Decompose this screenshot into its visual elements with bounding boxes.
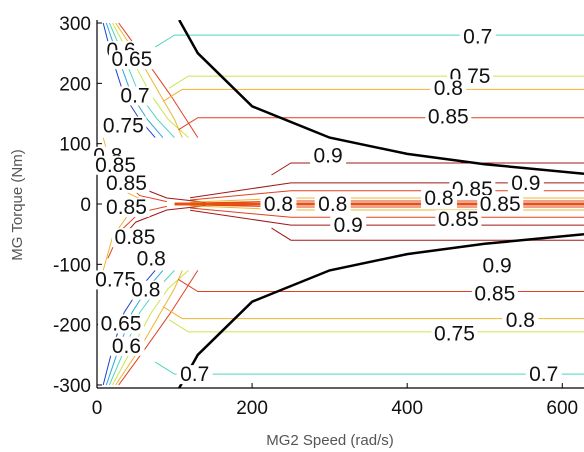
contour-label-bg — [435, 210, 482, 230]
contour-label: 0.8 — [424, 187, 453, 210]
x-tick-label: 200 — [236, 398, 268, 419]
contour-label-bg — [507, 173, 544, 193]
contour-label-bg — [471, 284, 518, 304]
contour-label-bg — [100, 116, 147, 136]
contour-label: 0.65 — [101, 312, 142, 335]
contour-label: 0.9 — [511, 172, 540, 195]
contour-label-bg — [420, 188, 457, 208]
x-axis-label: MG2 Speed (rad/s) — [266, 432, 394, 449]
contour-label: 0.8 — [264, 193, 293, 216]
contour-line-0-7 — [154, 361, 584, 375]
contour-label-bg — [425, 107, 472, 127]
contour-line-0-85 — [118, 270, 199, 386]
contour-label: 0.7 — [120, 84, 149, 107]
contour-label: 0.85 — [115, 226, 156, 249]
contour-line-0-85 — [190, 207, 584, 218]
y-tick-label: -300 — [53, 376, 91, 397]
contour-label: 0.85 — [480, 193, 521, 216]
contour-line-0-9 — [271, 162, 584, 176]
contour-label: 0.85 — [428, 106, 469, 129]
contour-label-bg — [430, 79, 467, 99]
contour-label-bg — [103, 198, 150, 218]
contour-labels: 0.70.750.80.850.90.85 0.90.8 0.8 0.8 0.850.9… — [89, 25, 562, 386]
contour-line-0-85 — [178, 278, 584, 292]
contour-label: 0.9 — [334, 214, 363, 237]
contour-label-bg — [98, 314, 145, 334]
contour-line-0-9 — [271, 227, 584, 241]
contour-label: 0.85 — [95, 154, 136, 177]
contour-label: 0.8 — [506, 309, 535, 332]
contour-label-bg — [310, 146, 347, 166]
contour-label: 0.75 — [103, 115, 144, 138]
x-tick-label: 400 — [391, 398, 423, 419]
contour-label-bg — [92, 155, 139, 175]
contour-label: 0.75 — [95, 268, 136, 291]
x-tick-label: 600 — [546, 398, 578, 419]
contour-label-bg — [330, 216, 367, 236]
contour-label: 0.85 — [106, 196, 147, 219]
y-tick-label: 300 — [59, 14, 91, 35]
contour-label: 0.8 — [434, 77, 463, 100]
contour-line-0-9 — [190, 209, 584, 226]
contour-line-0-75 — [112, 270, 189, 386]
contour-label: 0.8 — [137, 247, 166, 270]
max-torque-envelope-upper — [178, 20, 584, 176]
contour-line-0-8 — [115, 270, 183, 386]
contour-label: 0.7 — [529, 363, 558, 386]
contour-label: 0.85 — [474, 282, 515, 305]
contour-label: 0.7 — [180, 363, 209, 386]
contour-label-bg — [176, 365, 213, 385]
contour-label-bg — [103, 173, 150, 193]
contour-label: 0.85 — [106, 172, 147, 195]
contour-label-bg — [525, 365, 562, 385]
contour-label-bg — [479, 256, 516, 276]
contour-label: 0.6 — [112, 335, 141, 358]
contour-label-bg — [116, 86, 153, 106]
contour-label: 0.9 — [313, 145, 342, 168]
contour-label-bg — [459, 27, 496, 47]
contour-label-bg — [108, 50, 155, 70]
contour-label-bg — [127, 280, 164, 300]
contour-label-bg — [133, 249, 170, 269]
y-axis-label: MG Torque (Nm) — [9, 149, 26, 260]
y-tick-label: 200 — [59, 74, 91, 95]
contour-label: 0.85 — [438, 208, 479, 231]
y-tick-label: 100 — [59, 135, 91, 156]
contour-label: 0.7 — [463, 25, 492, 48]
x-tick-label: 0 — [92, 398, 103, 419]
contour-label-bg — [111, 228, 158, 248]
contour-label: 0.9 — [483, 255, 512, 278]
y-tick-label: -100 — [53, 255, 91, 276]
axis-ticks: 0 200 400 600 300 200 100 0 -100 -200 -300 — [53, 14, 578, 419]
contour-label-bg — [449, 179, 496, 199]
contour-label-bg — [108, 336, 145, 356]
contour-label: 0.75 — [434, 323, 475, 346]
contour-label-bg — [477, 195, 524, 214]
contour-label: 0.8 — [131, 279, 160, 302]
contour-label: 0.8 — [318, 193, 347, 216]
contour-label-bg — [260, 195, 297, 214]
max-torque-envelope-lower — [178, 232, 584, 388]
y-tick-label: -200 — [53, 316, 91, 337]
contour-label-bg — [502, 310, 539, 330]
y-tick-label: 0 — [80, 195, 91, 216]
contour-label: 0.65 — [111, 48, 152, 71]
contour-line-0-8 — [162, 306, 584, 320]
contour-line-0-7 — [154, 34, 584, 48]
contour-label-bg — [431, 324, 478, 344]
contour-label-bg — [92, 270, 139, 290]
contour-label-bg — [314, 195, 351, 214]
